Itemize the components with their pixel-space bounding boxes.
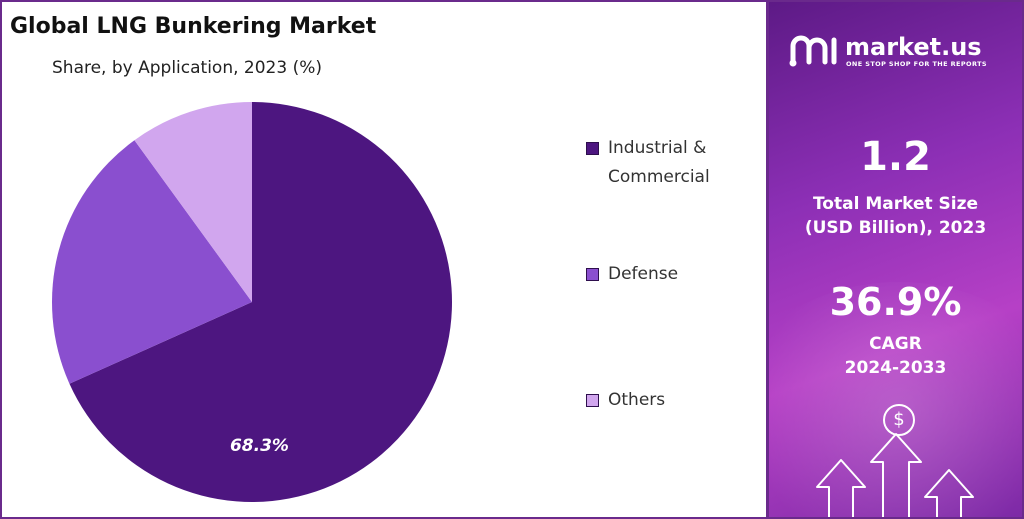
market-size-label-line1: Total Market Size (812, 194, 979, 214)
brand-tagline: ONE STOP SHOP FOR THE REPORTS (846, 60, 987, 68)
market-summary-panel: market.us ONE STOP SHOP FOR THE REPORTS … (769, 2, 1022, 517)
market-size-label: Total Market Size (USD Billion), 2023 (769, 192, 1022, 240)
pie-slice-defense (52, 140, 252, 384)
dollar-icon: $ (883, 404, 915, 436)
legend-label-line2: Commercial (608, 167, 710, 187)
background-glow (769, 282, 1022, 517)
legend-swatch-others (586, 394, 599, 407)
legend-label: Defense (608, 264, 679, 284)
panel-divider (766, 0, 769, 519)
growth-arrows-icon (816, 433, 974, 517)
legend-label-line1: Industrial & (608, 138, 707, 158)
cagr-label: CAGR 2024-2033 (769, 332, 1022, 380)
pie-chart: 68.3% (52, 102, 453, 503)
market-us-logo-icon (789, 35, 837, 67)
cagr-value: 36.9% (829, 280, 962, 324)
cagr-label-line1: CAGR (869, 334, 922, 354)
cagr-label-line2: 2024-2033 (844, 358, 947, 378)
pie-data-label: 68.3% (230, 436, 289, 456)
market-size-label-line2: (USD Billion), 2023 (804, 218, 987, 238)
legend-swatch-industrial-commercial (586, 142, 599, 155)
chart-title: Global LNG Bunkering Market (10, 14, 377, 39)
legend-swatch-defense (586, 268, 599, 281)
legend-label: Others (608, 390, 666, 410)
market-size-value: 1.2 (860, 134, 931, 180)
chart-subtitle: Share, by Application, 2023 (%) (52, 58, 322, 78)
pie-slice-industrial-commercial (69, 102, 453, 503)
brand-name: market.us (845, 33, 982, 61)
pie-slice-others (134, 102, 252, 302)
